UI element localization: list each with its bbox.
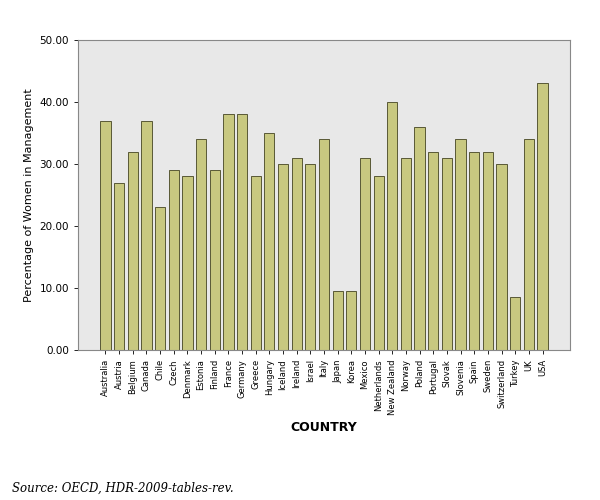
Bar [524, 139, 534, 350]
Bar [319, 139, 329, 350]
Bar [251, 176, 261, 350]
Bar [264, 133, 274, 350]
Bar [142, 120, 152, 350]
Bar [332, 291, 343, 350]
Bar [114, 182, 124, 350]
Bar [305, 164, 316, 350]
Bar [401, 158, 411, 350]
Bar [387, 102, 397, 350]
Bar [538, 84, 548, 350]
Bar [496, 164, 506, 350]
Bar [374, 176, 384, 350]
Bar [469, 152, 479, 350]
Bar [442, 158, 452, 350]
Bar [428, 152, 439, 350]
Bar [182, 176, 193, 350]
Bar [223, 114, 233, 350]
Bar [346, 291, 356, 350]
Bar [415, 127, 425, 350]
Bar [278, 164, 288, 350]
Bar [510, 298, 520, 350]
Bar [483, 152, 493, 350]
Bar [100, 120, 110, 350]
Bar [292, 158, 302, 350]
Bar [196, 139, 206, 350]
Bar [169, 170, 179, 350]
Bar [455, 139, 466, 350]
Bar [209, 170, 220, 350]
Bar [155, 208, 165, 350]
Text: Source: OECD, HDR-2009-tables-rev.: Source: OECD, HDR-2009-tables-rev. [12, 482, 233, 495]
Bar [360, 158, 370, 350]
Bar [237, 114, 247, 350]
X-axis label: COUNTRY: COUNTRY [290, 422, 358, 434]
Y-axis label: Percentage of Women in Management: Percentage of Women in Management [24, 88, 34, 302]
Bar [128, 152, 138, 350]
